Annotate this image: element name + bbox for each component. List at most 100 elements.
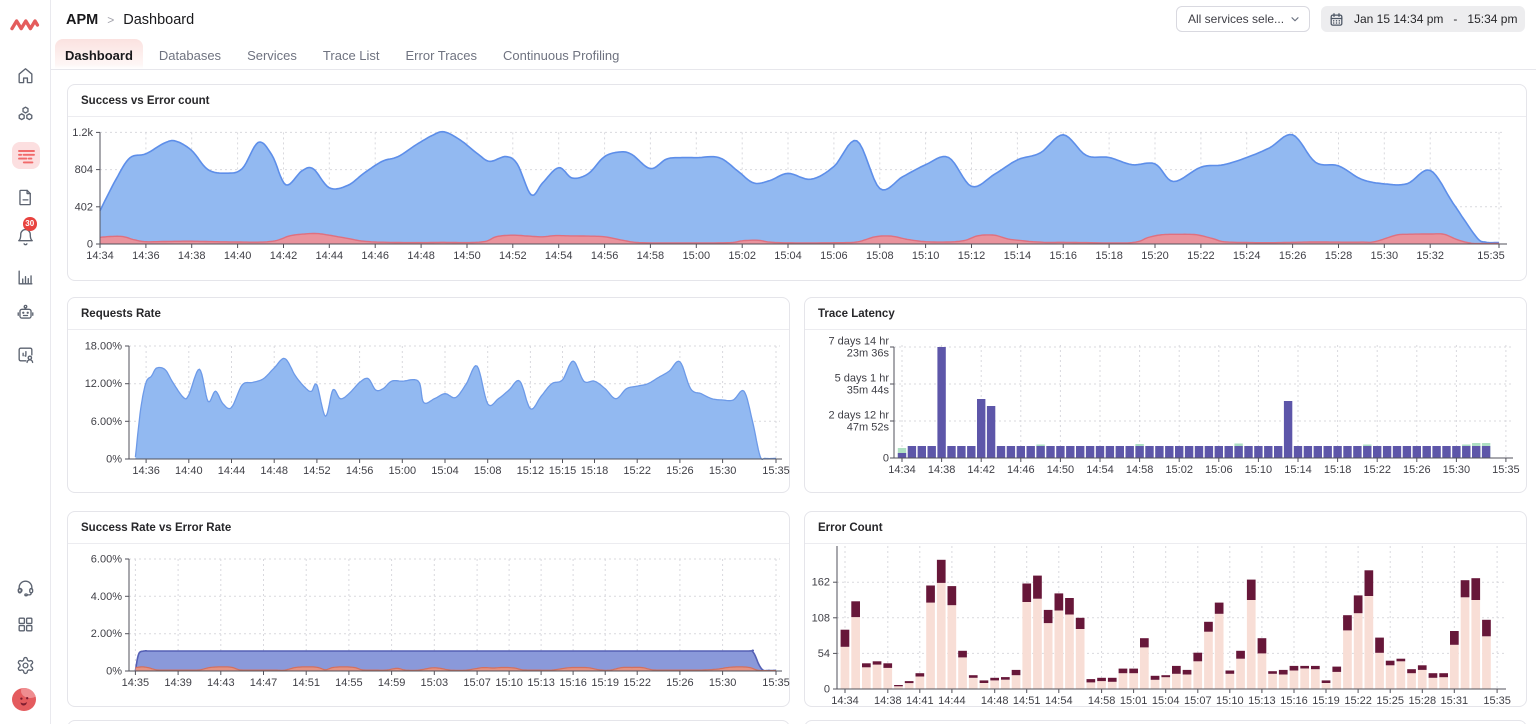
svg-text:15:02: 15:02 (1165, 464, 1193, 476)
svg-text:15:12: 15:12 (958, 250, 986, 262)
svg-text:15:02: 15:02 (728, 250, 756, 262)
svg-text:15:04: 15:04 (431, 465, 459, 477)
svg-text:14:50: 14:50 (1047, 464, 1075, 476)
svg-text:15:03: 15:03 (421, 677, 449, 689)
svg-text:18.00%: 18.00% (85, 341, 123, 353)
svg-text:14:41: 14:41 (906, 695, 934, 707)
svg-text:0: 0 (883, 453, 889, 465)
svg-text:14:54: 14:54 (545, 250, 573, 262)
svg-text:14:44: 14:44 (218, 465, 246, 477)
svg-text:14:34: 14:34 (888, 464, 916, 476)
svg-text:14:36: 14:36 (132, 250, 160, 262)
svg-text:14:54: 14:54 (1086, 464, 1114, 476)
svg-text:14:36: 14:36 (132, 465, 160, 477)
svg-text:15:00: 15:00 (683, 250, 711, 262)
svg-text:0%: 0% (106, 454, 122, 466)
svg-text:14:35: 14:35 (122, 677, 150, 689)
svg-text:15:26: 15:26 (666, 677, 694, 689)
svg-text:14:52: 14:52 (303, 465, 331, 477)
svg-text:15:04: 15:04 (1152, 695, 1180, 707)
svg-text:15:22: 15:22 (623, 465, 651, 477)
svg-text:15:28: 15:28 (1325, 250, 1353, 262)
svg-text:15:19: 15:19 (591, 677, 619, 689)
svg-text:15:04: 15:04 (774, 250, 802, 262)
svg-text:402: 402 (75, 201, 93, 213)
svg-text:15:25: 15:25 (1376, 695, 1404, 707)
svg-text:804: 804 (75, 164, 93, 176)
svg-text:15:35: 15:35 (1492, 464, 1520, 476)
svg-text:15:35: 15:35 (1483, 695, 1511, 707)
svg-text:15:24: 15:24 (1233, 250, 1261, 262)
svg-text:14:56: 14:56 (346, 465, 374, 477)
svg-text:15:08: 15:08 (866, 250, 894, 262)
svg-text:14:58: 14:58 (1088, 695, 1116, 707)
svg-text:15:08: 15:08 (474, 465, 502, 477)
svg-text:15:22: 15:22 (1344, 695, 1372, 707)
svg-text:6.00%: 6.00% (91, 554, 122, 566)
svg-text:162: 162 (812, 577, 830, 589)
svg-text:14:50: 14:50 (453, 250, 481, 262)
svg-text:15:10: 15:10 (1245, 464, 1273, 476)
svg-text:0: 0 (87, 239, 93, 251)
svg-text:15:00: 15:00 (389, 465, 417, 477)
svg-text:0: 0 (824, 684, 830, 696)
svg-text:14:54: 14:54 (1045, 695, 1073, 707)
svg-text:14:52: 14:52 (499, 250, 527, 262)
svg-text:15:18: 15:18 (581, 465, 609, 477)
svg-text:15:35: 15:35 (1477, 250, 1505, 262)
svg-text:15:14: 15:14 (1004, 250, 1032, 262)
svg-text:15:19: 15:19 (1312, 695, 1340, 707)
svg-text:15:30: 15:30 (709, 465, 737, 477)
svg-text:15:22: 15:22 (1187, 250, 1215, 262)
svg-text:15:26: 15:26 (666, 465, 694, 477)
svg-text:5 days 1 hr: 5 days 1 hr (835, 373, 890, 385)
svg-text:54: 54 (818, 648, 830, 660)
svg-text:14:44: 14:44 (316, 250, 344, 262)
svg-text:15:18: 15:18 (1095, 250, 1123, 262)
svg-text:14:42: 14:42 (967, 464, 995, 476)
svg-text:14:44: 14:44 (938, 695, 966, 707)
svg-text:15:15: 15:15 (549, 465, 577, 477)
svg-text:14:51: 14:51 (292, 677, 320, 689)
svg-text:15:30: 15:30 (1371, 250, 1399, 262)
svg-text:14:38: 14:38 (178, 250, 206, 262)
svg-text:15:35: 15:35 (762, 465, 790, 477)
svg-text:15:26: 15:26 (1279, 250, 1307, 262)
svg-text:23m 36s: 23m 36s (847, 348, 890, 360)
svg-text:14:47: 14:47 (250, 677, 278, 689)
svg-text:15:10: 15:10 (495, 677, 523, 689)
svg-text:14:48: 14:48 (260, 465, 288, 477)
svg-text:14:39: 14:39 (164, 677, 192, 689)
svg-text:14:46: 14:46 (1007, 464, 1035, 476)
svg-text:15:18: 15:18 (1324, 464, 1352, 476)
svg-text:15:30: 15:30 (709, 677, 737, 689)
svg-text:15:06: 15:06 (1205, 464, 1233, 476)
svg-text:4.00%: 4.00% (91, 591, 122, 603)
svg-text:7 days 14 hr: 7 days 14 hr (828, 336, 889, 348)
svg-text:6.00%: 6.00% (91, 416, 122, 428)
svg-text:14:58: 14:58 (1126, 464, 1154, 476)
svg-text:14:34: 14:34 (831, 695, 859, 707)
svg-text:2.00%: 2.00% (91, 628, 122, 640)
svg-text:15:01: 15:01 (1120, 695, 1148, 707)
svg-text:15:30: 15:30 (1443, 464, 1471, 476)
svg-text:14:48: 14:48 (407, 250, 435, 262)
svg-text:14:46: 14:46 (361, 250, 389, 262)
svg-text:14:40: 14:40 (224, 250, 252, 262)
svg-text:14:56: 14:56 (591, 250, 619, 262)
svg-text:47m 52s: 47m 52s (847, 422, 890, 434)
svg-text:14:40: 14:40 (175, 465, 203, 477)
svg-text:15:35: 15:35 (762, 677, 790, 689)
svg-text:14:38: 14:38 (928, 464, 956, 476)
svg-text:35m 44s: 35m 44s (847, 385, 890, 397)
svg-text:108: 108 (812, 612, 830, 624)
svg-text:15:13: 15:13 (1248, 695, 1276, 707)
svg-text:15:06: 15:06 (820, 250, 848, 262)
svg-text:14:42: 14:42 (270, 250, 298, 262)
svg-text:14:51: 14:51 (1013, 695, 1041, 707)
svg-text:14:48: 14:48 (981, 695, 1009, 707)
svg-text:12.00%: 12.00% (85, 378, 123, 390)
svg-text:15:10: 15:10 (912, 250, 940, 262)
svg-text:14:59: 14:59 (378, 677, 406, 689)
svg-text:1.2k: 1.2k (72, 127, 93, 139)
